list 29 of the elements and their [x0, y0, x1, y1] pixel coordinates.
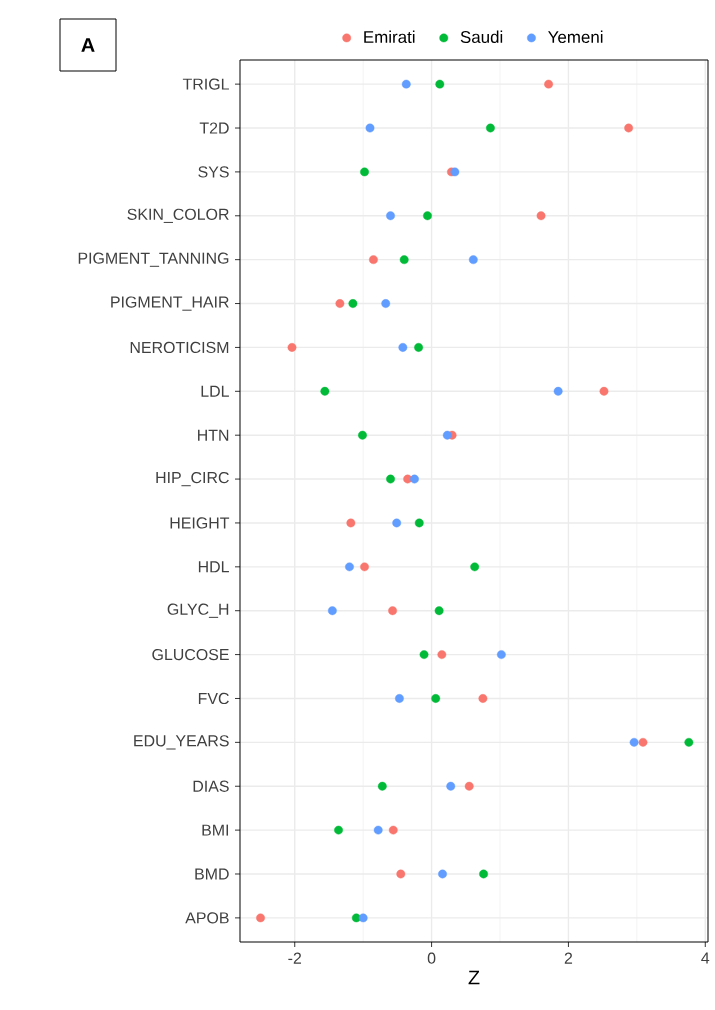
y-tick-label: PIGMENT_HAIR	[111, 296, 229, 311]
x-tick-label: 0	[427, 952, 436, 964]
x-tick-label: 4	[701, 952, 710, 964]
y-tick-label: BMI	[202, 824, 229, 836]
y-tick-label: SKIN_COLOR	[127, 208, 229, 223]
y-tick-label: LDL	[201, 385, 229, 397]
y-tick-label: BMD	[195, 868, 229, 880]
y-tick-label: HTN	[198, 429, 229, 441]
text: A	[81, 38, 95, 52]
y-tick-label: T2D	[199, 122, 229, 134]
x-axis-title: Z	[468, 970, 480, 985]
legend-label: Saudi	[460, 30, 503, 44]
x-tick-label: 2	[564, 952, 573, 964]
y-tick-label: DIAS	[193, 780, 229, 792]
y-tick-label: SYS	[198, 166, 229, 178]
y-tick-label: GLUCOSE	[152, 648, 229, 661]
y-tick-label: EDU_YEARS	[134, 735, 229, 750]
y-tick-label: APOB	[185, 912, 229, 924]
y-tick-label: NEROTICISM	[130, 341, 229, 354]
y-tick-label: FVC	[198, 692, 229, 705]
y-tick-label: HDL	[198, 561, 229, 573]
legend-label: Yemeni	[548, 30, 603, 44]
legend-label: Emirati	[364, 30, 415, 44]
y-tick-label: GLYC_H	[167, 603, 229, 618]
x-tick-label: -2	[288, 952, 302, 964]
y-tick-label: HEIGHT	[170, 517, 230, 529]
y-tick-label: TRIGL	[182, 78, 229, 90]
y-tick-label: HIP_CIRC	[156, 471, 229, 487]
y-tick-label: PIGMENT_TANNING	[78, 252, 229, 267]
